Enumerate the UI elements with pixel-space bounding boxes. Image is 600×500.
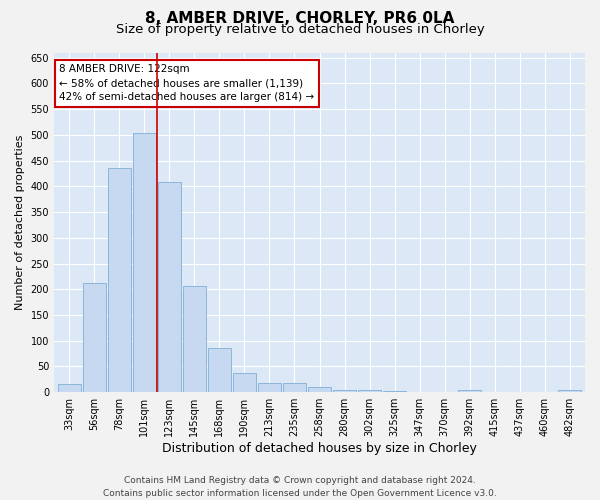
Bar <box>83 282 106 392</box>
Y-axis label: Number of detached properties: Number of detached properties <box>15 134 25 310</box>
Text: Contains HM Land Registry data © Crown copyright and database right 2024.
Contai: Contains HM Land Registry data © Crown c… <box>103 476 497 498</box>
Bar <box>333 390 356 392</box>
Text: 8 AMBER DRIVE: 122sqm
← 58% of detached houses are smaller (1,139)
42% of semi-d: 8 AMBER DRIVE: 122sqm ← 58% of detached … <box>59 64 314 102</box>
Bar <box>107 168 131 392</box>
Bar <box>308 387 331 392</box>
Bar <box>458 390 481 392</box>
Bar <box>559 390 581 392</box>
Bar <box>158 182 181 392</box>
Bar <box>208 348 231 392</box>
X-axis label: Distribution of detached houses by size in Chorley: Distribution of detached houses by size … <box>162 442 477 455</box>
Bar <box>258 383 281 392</box>
Bar <box>58 384 80 392</box>
Bar <box>233 372 256 392</box>
Text: Size of property relative to detached houses in Chorley: Size of property relative to detached ho… <box>116 22 484 36</box>
Bar <box>183 286 206 392</box>
Bar <box>133 134 156 392</box>
Bar <box>358 390 381 392</box>
Text: 8, AMBER DRIVE, CHORLEY, PR6 0LA: 8, AMBER DRIVE, CHORLEY, PR6 0LA <box>145 11 455 26</box>
Bar <box>383 391 406 392</box>
Bar <box>283 383 306 392</box>
